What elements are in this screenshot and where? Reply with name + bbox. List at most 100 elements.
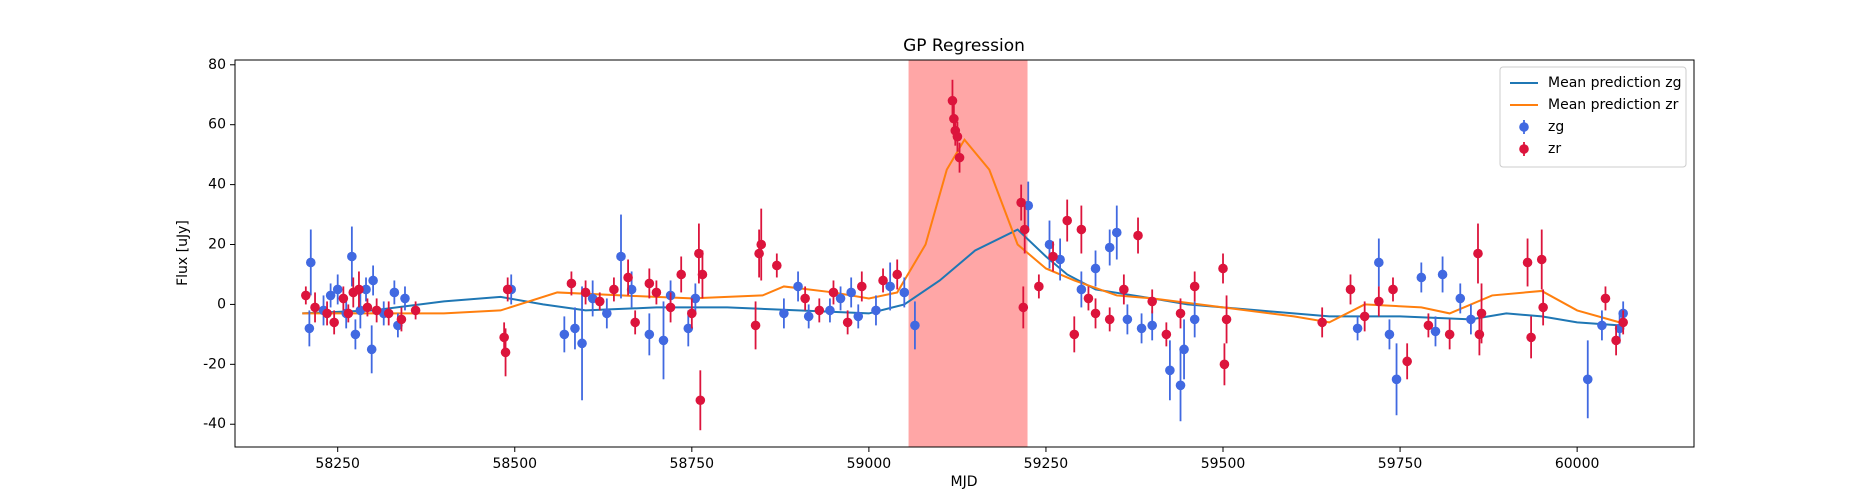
data-point (502, 284, 513, 295)
data-point (1474, 329, 1485, 340)
x-tick-label: 59250 (1024, 456, 1069, 472)
data-point (396, 314, 407, 325)
data-point (800, 293, 810, 304)
data-point (1522, 257, 1533, 268)
x-axis-label: MJD (951, 474, 978, 490)
data-point (1189, 314, 1200, 325)
data-point (410, 305, 421, 316)
data-point (609, 284, 619, 295)
data-point (644, 278, 655, 289)
data-point (1090, 308, 1101, 319)
data-point (779, 308, 789, 319)
x-tick-label: 58500 (492, 456, 537, 472)
data-point (570, 323, 580, 334)
data-point (362, 302, 373, 313)
data-point (1111, 227, 1122, 238)
data-point (1016, 197, 1026, 208)
data-point (825, 305, 835, 316)
data-point (1374, 296, 1384, 307)
data-point (1597, 320, 1607, 331)
data-point (602, 308, 612, 319)
data-point (695, 395, 706, 406)
data-point (1600, 293, 1611, 304)
data-point (559, 329, 570, 340)
data-point (400, 293, 410, 304)
data-point (842, 317, 853, 328)
data-point (1219, 359, 1230, 370)
y-tick-label: 40 (208, 177, 226, 193)
data-point (310, 302, 320, 313)
data-point (1076, 284, 1087, 295)
data-point (1388, 284, 1398, 295)
y-tick-label: -20 (203, 356, 226, 372)
data-point (878, 275, 888, 286)
data-point (1104, 242, 1115, 253)
data-point (676, 269, 686, 280)
data-point (1476, 308, 1487, 319)
data-point (814, 305, 825, 316)
data-point (1473, 248, 1483, 259)
data-point (1444, 329, 1455, 340)
data-point (500, 347, 511, 358)
data-point (371, 305, 382, 316)
data-point (566, 278, 577, 289)
data-point (1161, 329, 1172, 340)
data-point (1582, 374, 1593, 385)
data-point (885, 281, 895, 292)
legend-label: zg (1548, 119, 1564, 135)
data-point (1048, 251, 1058, 262)
data-point (304, 323, 315, 334)
shaded-span (908, 60, 1028, 447)
y-axis-label: Flux [uJy] (175, 220, 191, 286)
data-point (616, 251, 626, 262)
data-point (1391, 374, 1402, 385)
data-point (892, 269, 903, 280)
data-point (1611, 335, 1621, 346)
data-point (332, 284, 343, 295)
data-point (793, 281, 803, 292)
data-point (1416, 272, 1427, 283)
data-point (350, 329, 361, 340)
data-point (1221, 314, 1232, 325)
data-point (1402, 356, 1412, 367)
data-point (366, 344, 377, 355)
data-point (750, 320, 761, 331)
data-point (1044, 239, 1055, 250)
legend-box (1499, 66, 1687, 168)
legend-label: zr (1548, 141, 1561, 157)
data-point (690, 293, 701, 304)
data-point (694, 248, 704, 259)
x-tick-label: 58750 (670, 456, 715, 472)
data-point (361, 284, 371, 295)
data-point (651, 287, 662, 298)
data-point (343, 308, 354, 319)
data-point (626, 284, 637, 295)
data-point (322, 308, 332, 319)
data-point (1122, 314, 1133, 325)
data-point (630, 317, 640, 328)
x-tick-label: 59500 (1201, 456, 1246, 472)
data-point (580, 287, 591, 298)
data-point (947, 95, 958, 106)
legend-label: Mean prediction zr (1548, 97, 1679, 113)
data-point (1455, 293, 1466, 304)
data-point (899, 287, 910, 298)
data-point (687, 308, 697, 319)
data-point (1062, 215, 1072, 226)
data-point (1437, 269, 1448, 280)
data-point (828, 287, 839, 298)
data-point (623, 272, 633, 283)
data-point (594, 296, 605, 307)
data-point (1218, 263, 1228, 274)
data-point (949, 113, 959, 124)
data-point (1018, 302, 1029, 313)
legend-marker (1519, 122, 1529, 132)
data-point (1076, 224, 1087, 235)
data-point (301, 290, 311, 301)
data-point (1019, 224, 1030, 235)
plot-frame (234, 59, 1695, 448)
data-point (325, 290, 336, 301)
data-point (952, 131, 963, 142)
data-point (871, 305, 881, 316)
